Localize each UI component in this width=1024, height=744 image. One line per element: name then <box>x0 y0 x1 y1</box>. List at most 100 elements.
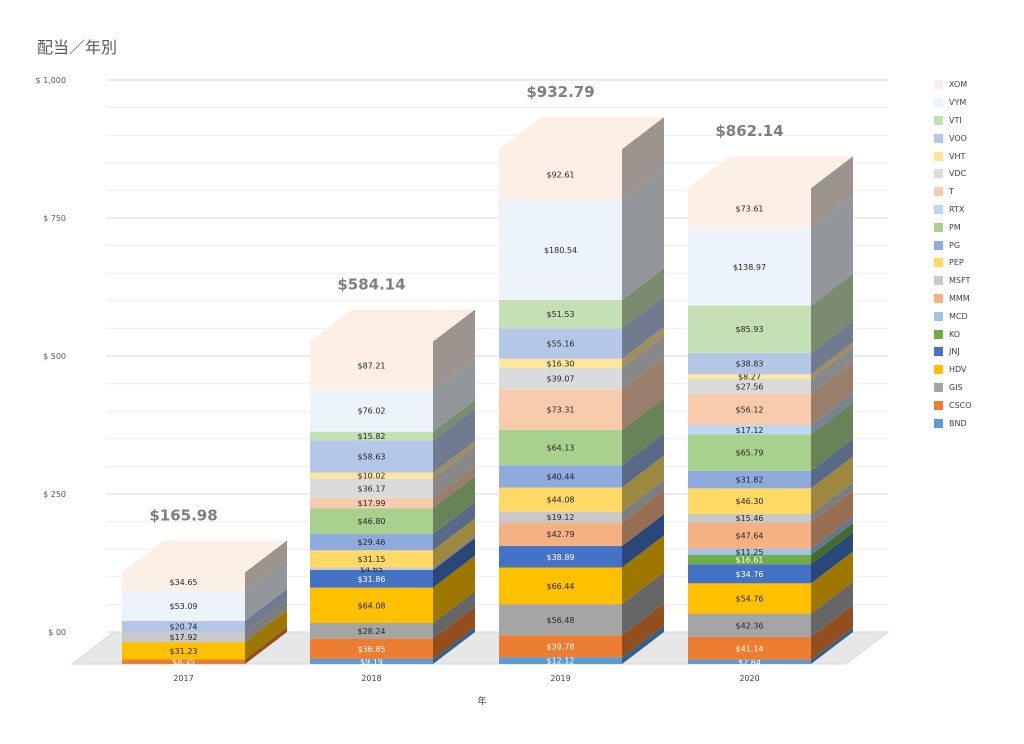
bar-pm-2018 <box>310 508 433 535</box>
bar-side-csco <box>811 604 853 660</box>
bar-side-t <box>811 362 853 426</box>
bar-side-bnd <box>811 627 853 664</box>
legend-item-hdv: HDV <box>934 361 1014 379</box>
bar-t-2020 <box>688 394 811 426</box>
bar-side-xom <box>622 117 664 201</box>
legend-swatch <box>934 400 943 410</box>
bar-voo-2017 <box>122 620 245 633</box>
bar-hdv-2018 <box>310 587 433 623</box>
bar-side-csco <box>622 603 664 658</box>
data-label: $92.61 <box>547 171 575 180</box>
legend-item-vdc: VDC <box>934 165 1014 183</box>
data-label: $53.09 <box>170 602 198 611</box>
data-label: $64.13 <box>547 444 575 453</box>
bar-side-csco <box>433 606 475 659</box>
bar-vti-2020 <box>688 305 811 353</box>
data-label: $31.23 <box>170 647 198 656</box>
x-tick-label: 2019 <box>550 674 570 683</box>
data-label: $51.53 <box>547 310 575 319</box>
bar-jnj-2020 <box>688 564 811 584</box>
legend-label: VTI <box>949 115 962 125</box>
legend-label: PEP <box>949 258 964 268</box>
bar-side-rtx <box>811 393 853 435</box>
data-label: $34.65 <box>170 578 198 587</box>
bar-vdc-2018 <box>310 478 433 499</box>
bar-voo-2018 <box>310 440 433 473</box>
bar-side-ko <box>811 522 853 565</box>
total-label: $165.98 <box>149 506 217 524</box>
data-label: $10.02 <box>358 472 386 481</box>
data-label: $58.63 <box>358 453 386 462</box>
x-tick-label: 2020 <box>739 674 759 683</box>
bar-side-jnj <box>622 514 664 568</box>
bar-side-vht <box>811 342 853 379</box>
legend-label: VYM <box>949 98 967 108</box>
bar-top-2019 <box>499 117 664 150</box>
bar-side-xom <box>811 156 853 229</box>
legend-item-gis: GIS <box>934 379 1014 397</box>
data-label: $138.97 <box>733 263 766 272</box>
data-label: $87.21 <box>358 362 386 371</box>
legend-label: RTX <box>949 204 965 214</box>
bar-mcd-2020 <box>688 548 811 555</box>
y-tick-label: $ 500 <box>43 352 66 361</box>
legend-swatch <box>934 347 943 357</box>
legend-label: KO <box>949 329 961 339</box>
data-label: $40.44 <box>547 472 575 481</box>
legend-label: VOO <box>949 133 967 143</box>
x-axis-title: 年 <box>477 695 486 707</box>
bar-vti-2019 <box>499 299 622 329</box>
bar-hdv-2019 <box>499 567 622 605</box>
bar-hdv-2017 <box>122 642 245 660</box>
chart-title: 配当／年別 <box>37 38 118 57</box>
legend-swatch <box>934 329 943 339</box>
bar-side-pg <box>811 438 853 489</box>
legend-label: MMM <box>949 293 970 303</box>
bar-bnd-2019 <box>499 657 622 664</box>
data-label: $76.02 <box>358 407 386 416</box>
legend-swatch <box>934 258 943 268</box>
legend-swatch <box>934 187 943 197</box>
data-label: $7.84 <box>738 658 761 667</box>
legend-swatch <box>934 311 943 321</box>
bar-side-vym <box>433 357 475 432</box>
legend-item-pg: PG <box>934 236 1014 254</box>
legend-label: BND <box>949 418 967 428</box>
bar-side-mmm <box>811 490 853 549</box>
bar-side-hdv <box>622 535 664 605</box>
bar-side-mcd <box>811 516 853 555</box>
bar-side-msft <box>811 481 853 523</box>
data-label: $56.12 <box>736 406 764 415</box>
data-label: $180.54 <box>544 246 577 255</box>
legend-label: VHT <box>949 151 966 161</box>
legend-swatch <box>934 276 943 286</box>
data-label: $17.12 <box>736 426 764 435</box>
bar-side-vti <box>433 399 475 441</box>
total-label: $862.14 <box>715 122 783 140</box>
total-label: $584.14 <box>337 276 405 294</box>
bar-side-gis <box>433 590 475 639</box>
data-label: $36.85 <box>358 645 386 654</box>
data-label: $73.31 <box>547 406 575 415</box>
data-label: $8.35 <box>172 658 195 667</box>
y-tick-label: $ 1,000 <box>35 76 66 85</box>
bar-side-pg <box>433 502 475 551</box>
legend-label: MCD <box>949 311 968 321</box>
legend-label: XOM <box>949 80 968 90</box>
bar-top-2017 <box>122 540 287 573</box>
legend-label: MSFT <box>949 276 971 286</box>
bar-side-t <box>433 466 475 509</box>
bar-msft-2020 <box>688 513 811 523</box>
bar-side-voo <box>245 588 287 633</box>
bar-ko-2020 <box>688 554 811 565</box>
bar-top-2020 <box>688 156 853 189</box>
bar-side-gis <box>622 572 664 636</box>
bar-side-pep <box>622 455 664 512</box>
legend-item-csco: CSCO <box>934 396 1014 414</box>
legend-swatch <box>934 293 943 303</box>
data-label: $39.07 <box>547 375 575 384</box>
bar-side-msft <box>622 479 664 523</box>
bar-xom-2017 <box>122 572 245 592</box>
legend-swatch <box>934 365 943 375</box>
bar-xom-2018 <box>310 341 433 390</box>
